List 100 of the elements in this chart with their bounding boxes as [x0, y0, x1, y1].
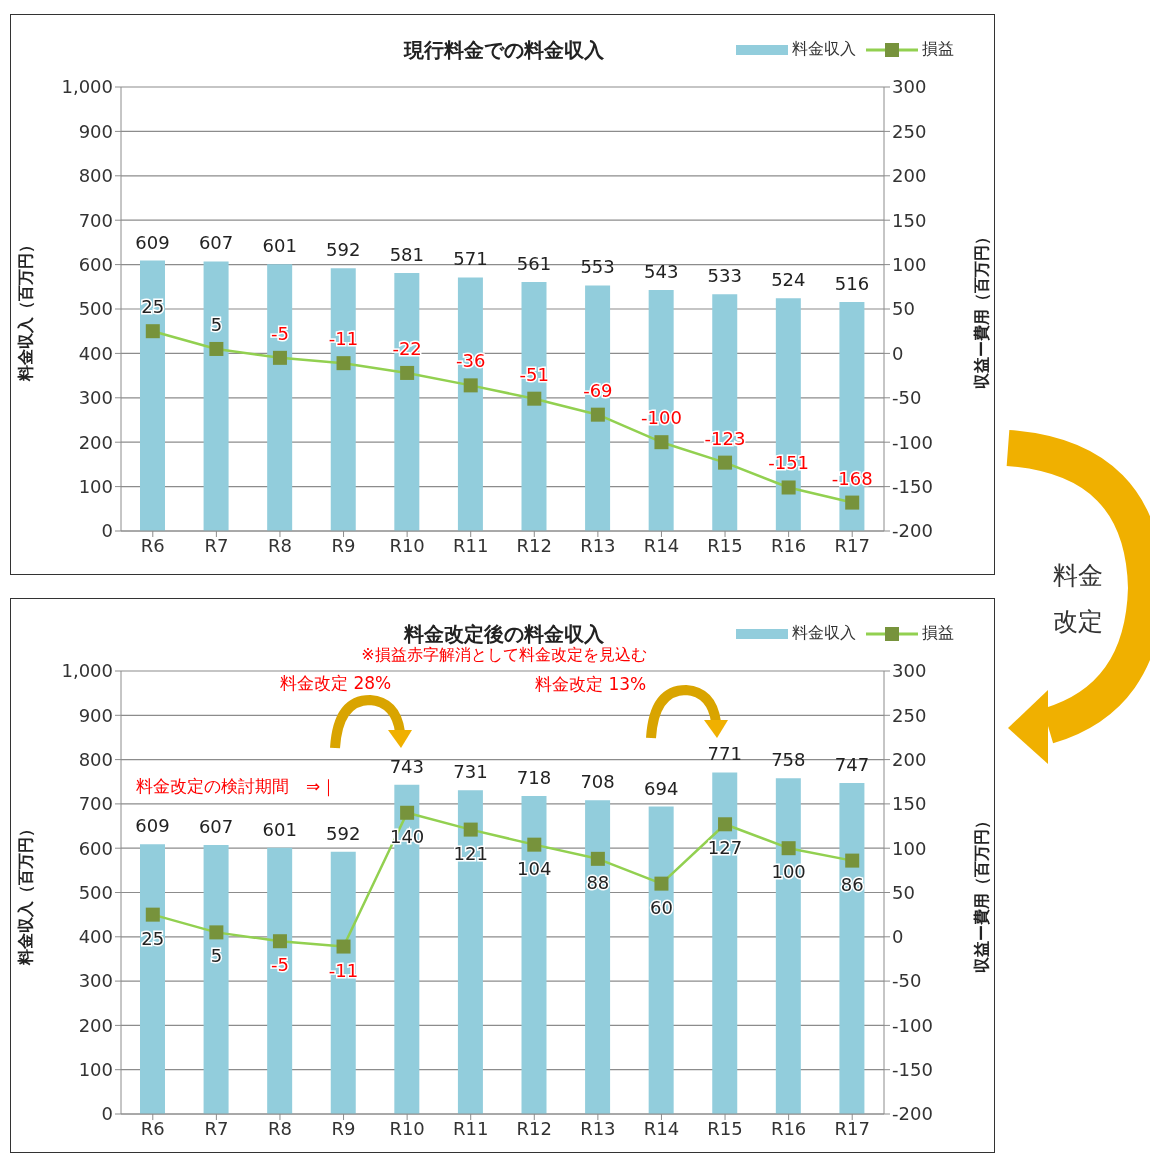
- x-tick-label: R10: [389, 1117, 425, 1139]
- data-label: 708: [580, 771, 615, 793]
- y2-tick-label: 50: [892, 298, 915, 320]
- y2-axis-title: 収益ー費用（百万円）: [971, 812, 991, 973]
- x-tick-label: R17: [834, 1117, 870, 1139]
- data-label: -123: [704, 427, 746, 449]
- x-tick-label: R14: [643, 534, 680, 556]
- y2-tick-label: 150: [892, 209, 927, 231]
- y-tick-label: 900: [78, 704, 113, 726]
- data-label: 609: [135, 815, 170, 837]
- y2-tick-label: -100: [892, 431, 933, 453]
- text: 料金改定: [1053, 560, 1104, 638]
- bar: [140, 260, 165, 531]
- data-label: 127: [707, 837, 743, 859]
- bar: [330, 268, 356, 531]
- bar: [585, 800, 611, 1114]
- y2-tick-label: 0: [892, 342, 904, 364]
- annotation: 料金改定の検討期間 ⇒｜: [136, 775, 338, 798]
- x-tick-label: R14: [643, 1117, 680, 1139]
- x-tick-label: R7: [204, 1117, 229, 1139]
- bar: [267, 847, 293, 1114]
- y-tick-label: 100: [78, 475, 113, 497]
- y2-tick-label: 200: [892, 165, 927, 187]
- bar: [267, 264, 293, 531]
- y-axis-title: 料金収入（百万円）: [15, 237, 35, 382]
- data-label: 561: [516, 252, 552, 274]
- y-tick-label: 900: [78, 120, 113, 142]
- y2-tick-label: -200: [892, 1103, 933, 1125]
- data-label: -11: [328, 959, 359, 981]
- data-label: -22: [392, 337, 422, 359]
- x-tick-label: R8: [267, 534, 292, 556]
- data-label: -100: [641, 407, 682, 429]
- data-label: 5: [210, 945, 223, 967]
- data-label: 771: [707, 743, 742, 765]
- data-label: 88: [586, 871, 610, 893]
- y2-tick-label: -200: [892, 520, 933, 542]
- y2-tick-label: -150: [892, 1059, 933, 1081]
- x-tick-label: R6: [140, 1117, 165, 1139]
- y2-tick-label: 250: [892, 120, 927, 142]
- annotation: 料金改定 28%: [280, 672, 392, 695]
- data-label: -151: [768, 452, 810, 474]
- y-tick-label: 0: [101, 520, 113, 542]
- data-label: 25: [141, 296, 165, 318]
- y-tick-label: 800: [78, 165, 113, 187]
- y-tick-label: 200: [78, 431, 113, 453]
- bar: [330, 851, 356, 1114]
- data-label: 533: [707, 265, 742, 287]
- legend-label: 損益: [922, 39, 954, 60]
- y2-tick-label: 150: [892, 793, 927, 815]
- x-tick-label: R8: [267, 1117, 292, 1139]
- data-label: 571: [453, 248, 488, 270]
- y-tick-label: 400: [78, 342, 113, 364]
- x-tick-label: R10: [389, 534, 425, 556]
- y-tick-label: 200: [78, 1014, 113, 1036]
- bar: [203, 261, 229, 531]
- data-label: 607: [198, 232, 234, 254]
- x-tick-label: R13: [580, 1117, 616, 1139]
- bar: [394, 273, 420, 531]
- data-label: 747: [834, 754, 870, 776]
- data-label: 581: [389, 244, 425, 266]
- data-label: 607: [198, 816, 234, 838]
- bar: [648, 806, 674, 1114]
- y2-tick-label: 0: [892, 926, 904, 948]
- y2-tick-label: -100: [892, 1014, 933, 1036]
- legend-label: 損益: [922, 623, 954, 644]
- data-label: 609: [135, 231, 170, 253]
- data-label: 543: [643, 260, 679, 282]
- data-label: -168: [831, 467, 873, 489]
- data-label: 758: [771, 749, 806, 771]
- y-tick-label: 600: [78, 253, 113, 275]
- x-tick-label: R17: [834, 534, 870, 556]
- y-tick-label: 700: [78, 793, 113, 815]
- x-tick-label: R16: [770, 534, 807, 556]
- y-tick-label: 400: [78, 926, 113, 948]
- data-label: 60: [650, 896, 673, 918]
- data-label: -36: [456, 350, 486, 372]
- bar: [839, 783, 865, 1114]
- data-label: 524: [771, 269, 806, 291]
- y-tick-label: 1,000: [61, 76, 113, 98]
- x-tick-label: R9: [331, 534, 356, 556]
- y-tick-label: 600: [78, 837, 113, 859]
- data-label: 694: [643, 777, 679, 799]
- x-tick-label: R7: [204, 534, 229, 556]
- data-label: 731: [453, 761, 488, 783]
- x-tick-label: R11: [453, 1117, 489, 1139]
- chart-title: 料金改定後の料金収入: [404, 622, 604, 646]
- y-tick-label: 800: [78, 748, 113, 770]
- y2-tick-label: 250: [892, 704, 927, 726]
- x-tick-label: R12: [516, 1117, 552, 1139]
- chart-title: 現行料金での料金収入: [404, 38, 604, 62]
- data-label: 86: [840, 873, 864, 895]
- legend-label: 料金収入: [792, 623, 856, 644]
- data-label: 601: [262, 235, 297, 257]
- y2-tick-label: 200: [892, 748, 927, 770]
- y2-tick-label: 300: [892, 76, 927, 98]
- data-label: -51: [519, 363, 549, 385]
- y-tick-label: 0: [101, 1103, 113, 1125]
- legend-label: 料金収入: [792, 39, 856, 60]
- y2-tick-label: -50: [892, 970, 922, 992]
- bar: [140, 844, 165, 1114]
